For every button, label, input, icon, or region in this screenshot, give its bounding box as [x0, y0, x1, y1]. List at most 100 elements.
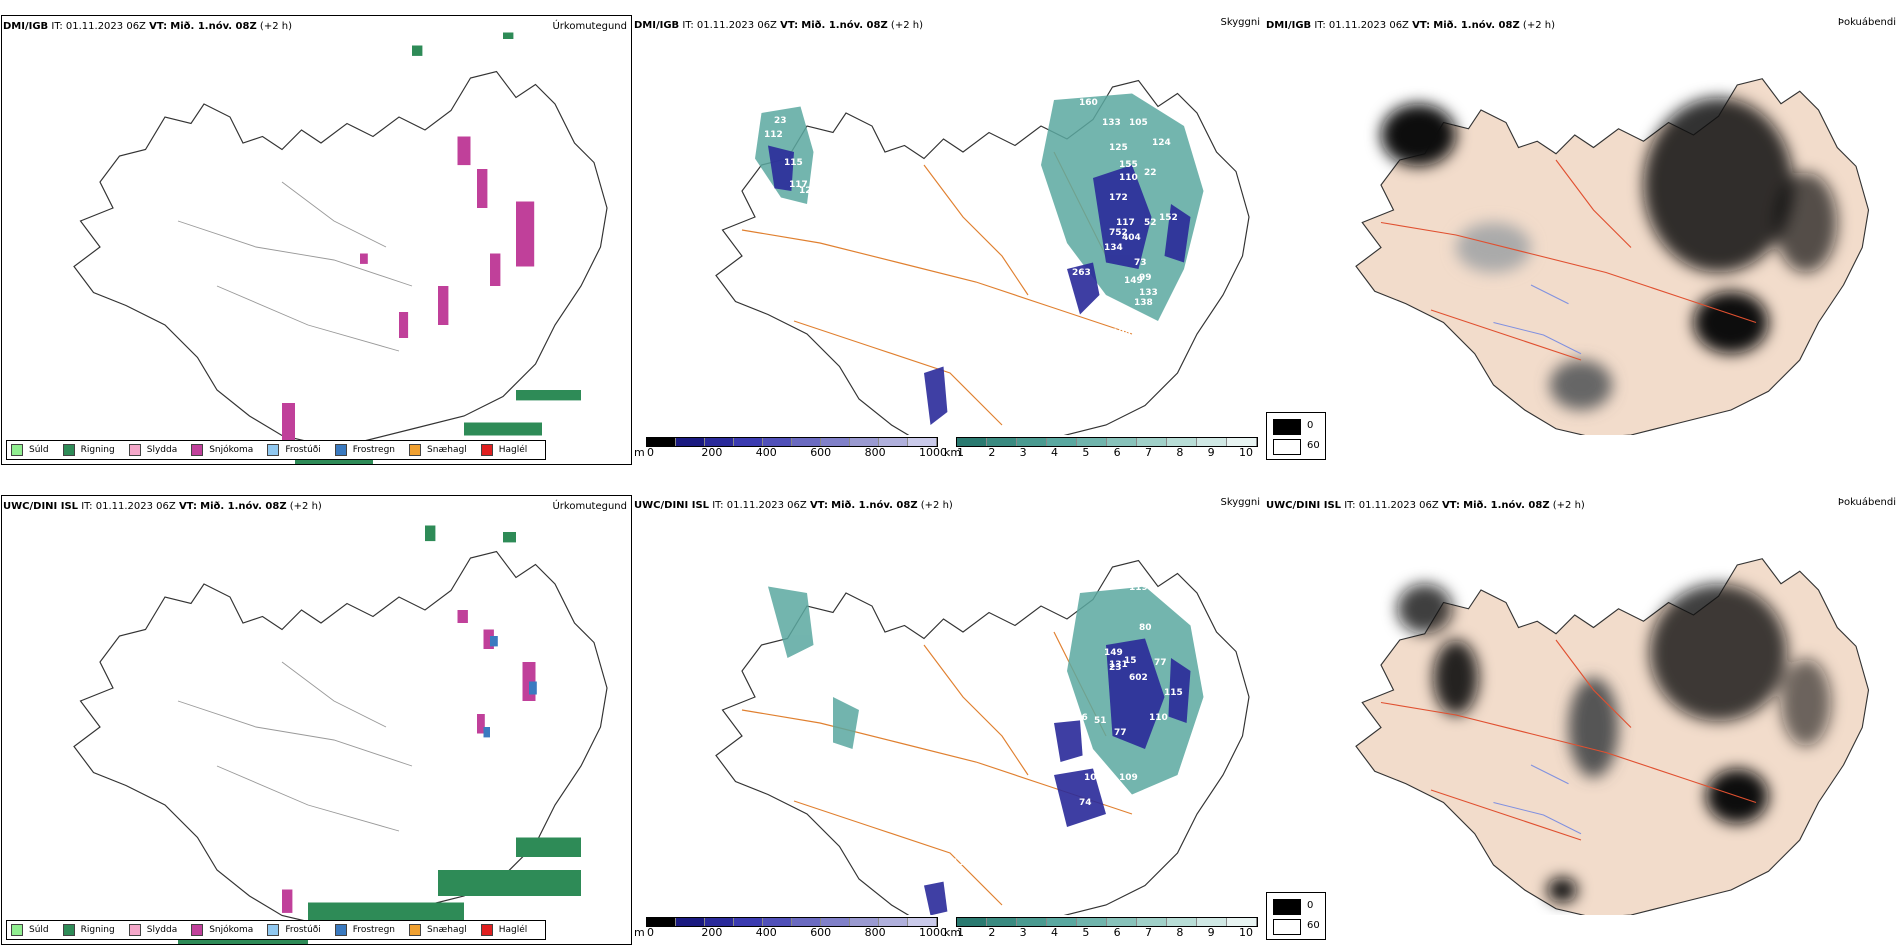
fog-title: Þokuábendi	[1837, 497, 1896, 508]
visibility-value: 120	[799, 186, 818, 196]
legend-item-freezing-drizzle: Frostúði	[267, 444, 321, 456]
colorbar-unit: m	[634, 446, 645, 459]
colorbar-tick: 600	[810, 926, 832, 939]
visibility-value: 152	[1159, 213, 1178, 223]
visibility-value: 119	[1129, 583, 1148, 593]
visibility-value: 117	[1116, 218, 1135, 228]
visibility-value: 68	[784, 553, 797, 563]
colorbar-tick: 4	[1051, 446, 1058, 459]
visibility-colorbar-km: km 1 2 3 4 5 6 7 8 9 10	[944, 917, 1264, 941]
colorbar-tick: 3	[1019, 926, 1027, 939]
precip-legend: Súld Rigning Slydda Snjókoma Frostúði Fr…	[6, 440, 547, 460]
legend-item-hail: Haglél	[480, 924, 527, 936]
precip-map	[73, 32, 608, 464]
visibility-panel-top: DMI/IGB IT: 01.11.2023 06Z VT: Mið. 1.nó…	[634, 15, 1264, 465]
colorbar-tick: 2	[988, 926, 996, 939]
legend-item-hail: Haglél	[480, 444, 527, 456]
legend-item-snow-pellets: Snæhagl	[409, 444, 467, 456]
visibility-value: 140	[762, 80, 781, 90]
visibility-value: 124	[1152, 138, 1171, 148]
fog-legend-bottom: 0 60	[1266, 892, 1326, 940]
colorbar-unit: km	[944, 446, 962, 459]
visibility-value: 149	[1104, 648, 1123, 658]
visibility-value: 23	[774, 116, 787, 126]
visibility-value: 129	[784, 80, 803, 90]
colorbar-tick: 600	[810, 446, 832, 459]
visibility-value: 752	[1109, 228, 1128, 238]
fog-map-top	[1355, 78, 1870, 435]
colorbar-tick: 10	[1239, 446, 1253, 459]
colorbar-tick: 0	[647, 446, 654, 459]
colorbar-tick: 400	[755, 446, 777, 459]
colorbar-tick: 2	[988, 446, 996, 459]
legend-item-drizzle: Súld	[11, 444, 49, 456]
panel-title: DMI/IGB IT: 01.11.2023 06Z VT: Mið. 1.nó…	[3, 21, 292, 32]
fog-map-bottom	[1355, 558, 1870, 915]
colorbar-tick: 9	[1207, 926, 1215, 939]
fog-panel-top: DMI/IGB IT: 01.11.2023 06Z VT: Mið. 1.nó…	[1266, 15, 1900, 465]
legend-item-snow: Snjókoma	[191, 444, 253, 456]
colorbar-tick: 7	[1145, 926, 1152, 939]
colorbar-tick: 1000	[919, 446, 947, 459]
visibility-value: 116	[1069, 713, 1088, 723]
visibility-value: 404	[1122, 233, 1141, 243]
visibility-colorbar-m: m 0 200 400 600 800 1000	[634, 437, 947, 461]
visibility-value: 23	[1109, 663, 1122, 673]
colorbar-tick: 9	[1207, 446, 1215, 459]
colorbar-tick: 1000	[919, 926, 947, 939]
panel-title: DMI/IGB IT: 01.11.2023 06Z VT: Mið. 1.nó…	[1266, 20, 1555, 31]
legend-item-snow-pellets: Snæhagl	[409, 924, 467, 936]
colorbar-tick: 6	[1113, 926, 1121, 939]
colorbar-tick: 400	[755, 926, 777, 939]
legend-item-rain: Rigning	[62, 444, 115, 456]
visibility-value: 115	[1164, 688, 1183, 698]
visibility-colorbar-m: m 0 200 400 600 800 1000	[634, 917, 947, 941]
colorbar-tick: 1	[957, 446, 964, 459]
visibility-value: 117	[789, 180, 808, 190]
precip-type-title: Úrkomutegund	[552, 501, 627, 512]
visibility-value: 112	[764, 130, 783, 140]
colorbar-tick: 800	[864, 926, 886, 939]
panel-title: UWC/DINI ISL IT: 01.11.2023 06Z VT: Mið.…	[3, 501, 322, 512]
visibility-value: 52	[1144, 218, 1157, 228]
visibility-value: 138	[1134, 298, 1153, 308]
panel-title: DMI/IGB IT: 01.11.2023 06Z VT: Mið. 1.nó…	[634, 20, 923, 31]
visibility-value: 108	[1112, 328, 1131, 338]
visibility-value: 602	[1129, 673, 1148, 683]
legend-item-snow: Snjókoma	[191, 924, 253, 936]
precip-type-title: Úrkomutegund	[552, 21, 627, 32]
visibility-value: 80	[1139, 623, 1152, 633]
legend-item-freezing-rain: Frostregn	[334, 444, 395, 456]
legend-item-freezing-rain: Frostregn	[334, 924, 395, 936]
visibility-value: 149	[1124, 276, 1143, 286]
colorbar-tick: 5	[1082, 926, 1090, 939]
visibility-value: 125	[1109, 143, 1128, 153]
visibility-value: 172	[1109, 193, 1128, 203]
colorbar-tick: 3	[1019, 446, 1027, 459]
visibility-value: 73	[1134, 258, 1147, 268]
precip-legend: Súld Rigning Slydda Snjókoma Frostúði Fr…	[6, 920, 547, 940]
colorbar-tick: 8	[1176, 446, 1184, 459]
visibility-value: 74	[1079, 798, 1092, 808]
legend-item-drizzle: Súld	[11, 924, 49, 936]
colorbar-tick: 5	[1082, 446, 1090, 459]
visibility-value: 155	[1119, 160, 1138, 170]
legend-item-sleet: Slydda	[128, 924, 177, 936]
visibility-value: 15	[1124, 656, 1137, 666]
legend-item-freezing-drizzle: Frostúði	[267, 924, 321, 936]
legend-item-rain: Rigning	[62, 924, 115, 936]
colorbar-unit: km	[944, 926, 962, 939]
visibility-value: 51	[1094, 716, 1107, 726]
visibility-value: 77	[1114, 728, 1127, 738]
visibility-value: 115	[784, 158, 803, 168]
panel-title: UWC/DINI ISL IT: 01.11.2023 06Z VT: Mið.…	[634, 500, 953, 511]
colorbar-tick: 7	[1145, 446, 1152, 459]
visibility-value: 77	[1154, 658, 1167, 668]
visibility-value: 115	[799, 688, 818, 698]
precip-map-bottom	[22, 525, 608, 944]
precip-panel-bottom: UWC/DINI ISL IT: 01.11.2023 06Z VT: Mið.…	[1, 495, 632, 945]
visibility-value: 133	[1102, 118, 1121, 128]
visibility-value: 105	[1129, 118, 1148, 128]
